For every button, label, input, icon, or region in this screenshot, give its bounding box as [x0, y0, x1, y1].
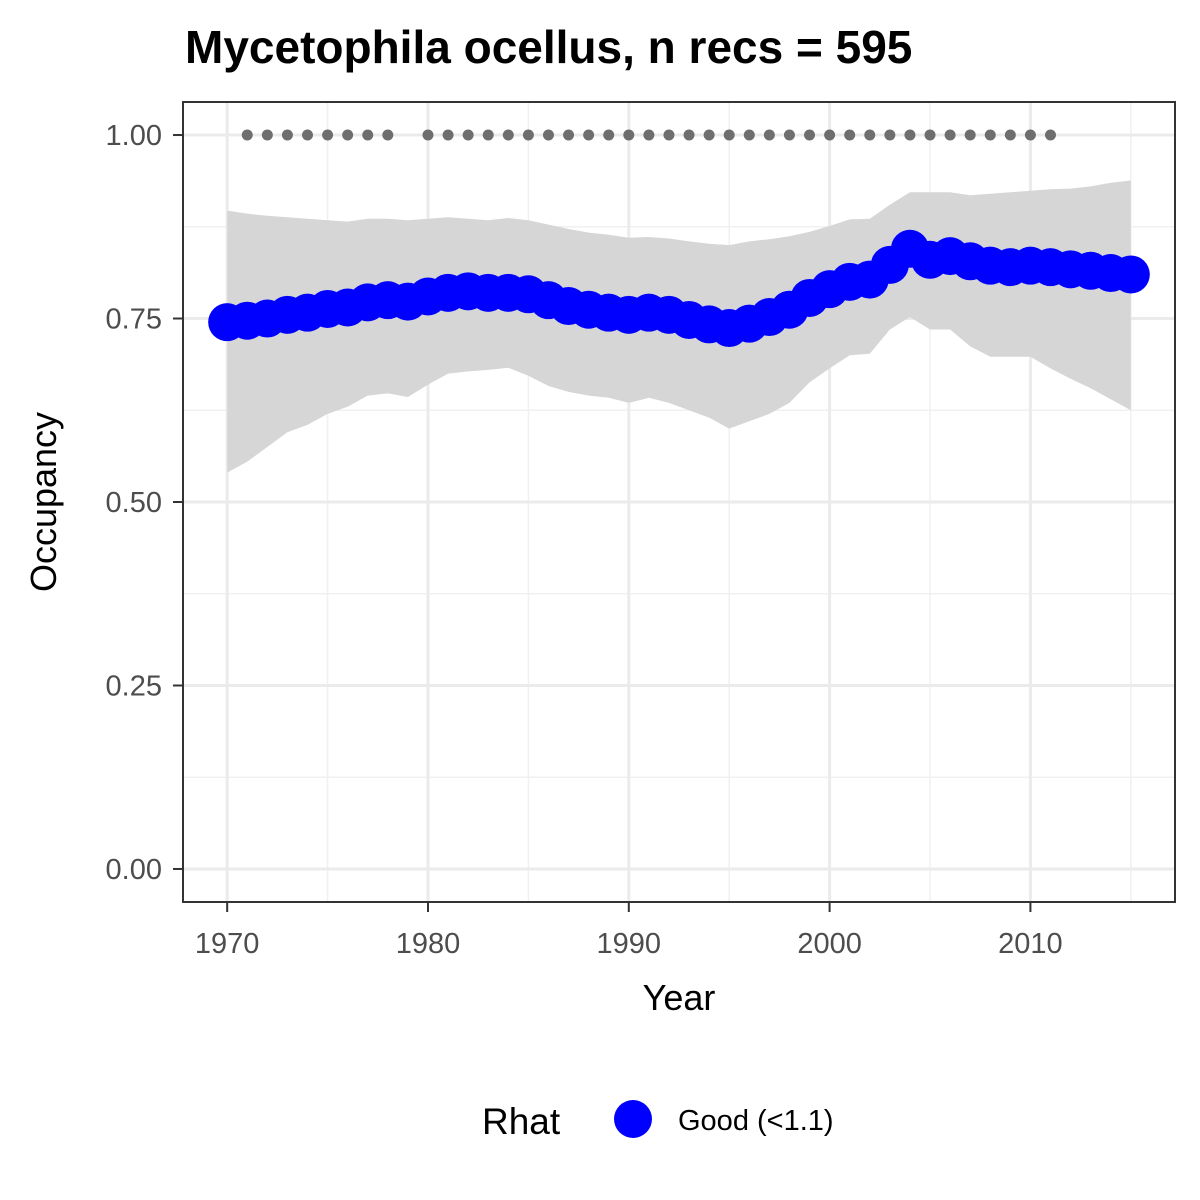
record-year-dot — [743, 129, 755, 141]
record-year-dot — [482, 129, 494, 141]
record-year-dot — [763, 129, 775, 141]
record-year-dot — [804, 129, 816, 141]
record-year-dot — [261, 129, 273, 141]
record-year-dot — [362, 129, 374, 141]
record-year-dot — [442, 129, 454, 141]
occupancy-series — [208, 229, 1150, 348]
x-tick-label: 1990 — [597, 928, 662, 960]
y-tick-label: 0.75 — [106, 304, 162, 336]
record-year-dot — [522, 129, 534, 141]
record-year-dot — [844, 129, 856, 141]
record-year-dot — [302, 129, 314, 141]
record-year-dot — [683, 129, 695, 141]
record-year-dot — [623, 129, 635, 141]
legend-key-good — [614, 1100, 652, 1138]
record-year-dot — [462, 129, 474, 141]
record-year-dot — [984, 129, 996, 141]
record-year-dot — [1004, 129, 1016, 141]
record-year-dot — [241, 129, 253, 141]
legend-label-good: Good (<1.1) — [678, 1105, 834, 1137]
record-year-dot — [502, 129, 514, 141]
record-year-dot — [904, 129, 916, 141]
occupancy-point — [1111, 255, 1150, 294]
record-year-dot — [964, 129, 976, 141]
x-axis-title: Year — [643, 977, 716, 1018]
records-layer — [241, 129, 1056, 141]
record-year-dot — [1044, 129, 1056, 141]
chart-title: Mycetophila ocellus, n recs = 595 — [185, 21, 912, 73]
y-axis-title: Occupancy — [23, 412, 64, 592]
legend-title: Rhat — [482, 1101, 561, 1142]
record-year-dot — [924, 129, 936, 141]
record-year-dot — [322, 129, 334, 141]
record-year-dot — [824, 129, 836, 141]
record-year-dot — [944, 129, 956, 141]
record-year-dot — [422, 129, 434, 141]
y-tick-label: 0.25 — [106, 670, 162, 702]
x-axis: 1970 1980 1990 2000 2010 — [195, 902, 1063, 960]
x-tick-label: 1970 — [195, 928, 260, 960]
x-tick-label: 2000 — [797, 928, 862, 960]
record-year-dot — [382, 129, 394, 141]
record-year-dot — [663, 129, 675, 141]
y-tick-label: 0.50 — [106, 487, 162, 519]
y-tick-label: 1.00 — [106, 120, 162, 152]
record-year-dot — [884, 129, 896, 141]
x-tick-label: 2010 — [998, 928, 1063, 960]
record-year-dot — [342, 129, 354, 141]
record-year-dot — [723, 129, 735, 141]
record-year-dot — [583, 129, 595, 141]
record-year-dot — [864, 129, 876, 141]
y-axis: 0.00 0.25 0.50 0.75 1.00 — [106, 120, 183, 886]
record-year-dot — [563, 129, 575, 141]
record-year-dot — [281, 129, 293, 141]
record-year-dot — [783, 129, 795, 141]
record-year-dot — [542, 129, 554, 141]
record-year-dot — [643, 129, 655, 141]
x-tick-label: 1980 — [396, 928, 461, 960]
record-year-dot — [703, 129, 715, 141]
legend: Rhat Good (<1.1) — [482, 1100, 834, 1142]
record-year-dot — [603, 129, 615, 141]
y-tick-label: 0.00 — [106, 854, 162, 886]
record-year-dot — [1024, 129, 1036, 141]
